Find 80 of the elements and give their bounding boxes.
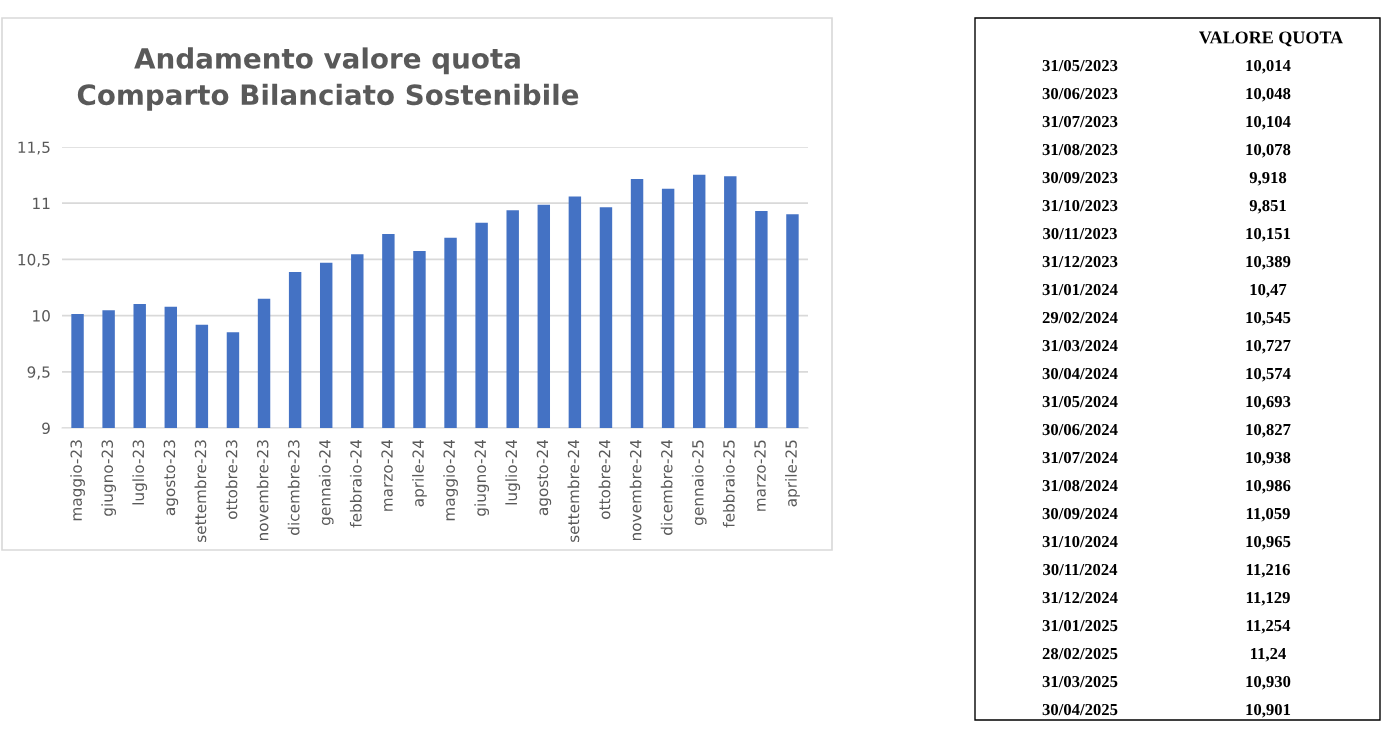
y-tick-label: 9,5 xyxy=(27,366,50,380)
x-tick-label: dicembre-24 xyxy=(660,439,673,535)
text: 10,47 xyxy=(1250,283,1287,298)
y-tick-label: 11 xyxy=(33,197,50,209)
text: 10,901 xyxy=(1246,703,1291,718)
x-tick-label: aprile-25 xyxy=(785,440,800,507)
category-label: 29/02/2024 xyxy=(1042,311,1118,324)
category-label: 30/09/2023 xyxy=(1042,171,1118,184)
category-label: 30/04/2025 xyxy=(1042,703,1118,716)
x-tick-label: settembre-24 xyxy=(567,439,580,542)
text: 11,24 xyxy=(1251,647,1286,662)
category-label: 30/11/2023 xyxy=(1043,227,1117,240)
category-label: 31/01/2024 xyxy=(1042,283,1118,296)
chart-title: Andamento valore quota Comparto Bilanciato Sostenibile xyxy=(77,47,579,111)
x-tick-label: gennaio-24 xyxy=(318,439,334,525)
x-tick-label: ottobre-24 xyxy=(598,439,611,519)
text: 11,129 xyxy=(1246,591,1290,606)
text: VALORE QUOTA xyxy=(1199,31,1344,47)
x-tick-label: agosto-23 xyxy=(163,440,179,516)
text: 10,545 xyxy=(1246,311,1291,326)
x-tick-label: novembre-24 xyxy=(629,439,642,541)
x-tick-label: marzo-25 xyxy=(754,440,766,511)
x-tick-label: maggio-23 xyxy=(70,440,85,521)
category-label: 30/04/2024 xyxy=(1042,367,1118,380)
category-label: 30/06/2024 xyxy=(1042,423,1118,436)
y-tick-label: 11,5 xyxy=(18,141,50,155)
text: 10,078 xyxy=(1246,143,1291,158)
text: 10,986 xyxy=(1246,479,1291,494)
category-label: 31/01/2025 xyxy=(1042,619,1118,632)
category-label: 31/08/2023 xyxy=(1042,143,1118,156)
x-tick-label: aprile-24 xyxy=(412,439,427,507)
category-label: 31/05/2023 xyxy=(1042,59,1118,72)
category-label: 31/03/2024 xyxy=(1042,339,1118,352)
category-label: 31/10/2024 xyxy=(1042,535,1118,548)
text: 9,851 xyxy=(1249,199,1286,214)
category-label: 31/03/2025 xyxy=(1042,675,1118,688)
category-label: 31/12/2023 xyxy=(1042,255,1118,268)
text: 10,965 xyxy=(1246,535,1291,550)
text: 10,014 xyxy=(1246,59,1291,74)
category-label: 31/12/2024 xyxy=(1042,591,1118,604)
text: 10,930 xyxy=(1246,675,1291,690)
text: 11,216 xyxy=(1246,563,1290,578)
y-tick-label: 9 xyxy=(42,422,50,435)
category-label: 30/09/2024 xyxy=(1042,507,1118,520)
category-label: 31/07/2024 xyxy=(1042,451,1118,464)
x-tick-label: marzo-24 xyxy=(381,439,393,511)
x-tick-label: ottobre-23 xyxy=(225,440,238,519)
y-tick-label: 10 xyxy=(33,310,50,322)
text: 10,104 xyxy=(1246,115,1291,130)
text: 10,574 xyxy=(1246,367,1291,382)
category-label: 31/07/2023 xyxy=(1042,115,1118,128)
x-tick-label: luglio-24 xyxy=(505,439,521,505)
text: 10,727 xyxy=(1246,339,1291,354)
text: 10,938 xyxy=(1246,451,1291,466)
y-tick-label: 10,5 xyxy=(18,253,50,267)
x-tick-label: settembre-23 xyxy=(194,440,207,542)
category-label: 31/08/2024 xyxy=(1042,479,1118,492)
category-label: 30/06/2023 xyxy=(1042,87,1118,100)
x-tick-label: gennaio-25 xyxy=(691,440,707,525)
text: 10,693 xyxy=(1246,395,1291,410)
x-tick-label: luglio-23 xyxy=(132,440,148,505)
x-tick-label: dicembre-23 xyxy=(287,440,300,535)
x-tick-label: giugno-24 xyxy=(474,439,490,516)
category-label: 31/05/2024 xyxy=(1042,395,1118,408)
x-tick-label: maggio-24 xyxy=(443,439,458,521)
text: 11,059 xyxy=(1246,507,1290,522)
x-tick-label: agosto-24 xyxy=(536,439,552,516)
x-tick-label: febbraio-24 xyxy=(349,439,362,528)
text: 11,254 xyxy=(1246,619,1291,634)
text: 9,918 xyxy=(1249,171,1287,186)
text: 10,827 xyxy=(1246,423,1291,438)
category-label: 30/11/2024 xyxy=(1043,563,1118,576)
x-tick-label: febbraio-25 xyxy=(722,440,735,528)
category-label: 31/10/2023 xyxy=(1042,199,1118,212)
category-label: 28/02/2025 xyxy=(1042,647,1118,660)
text: 10,389 xyxy=(1246,255,1291,270)
text: 10,048 xyxy=(1246,87,1291,102)
x-tick-label: giugno-23 xyxy=(101,440,117,516)
text: 10,151 xyxy=(1246,227,1291,242)
x-tick-label: novembre-23 xyxy=(256,440,269,541)
